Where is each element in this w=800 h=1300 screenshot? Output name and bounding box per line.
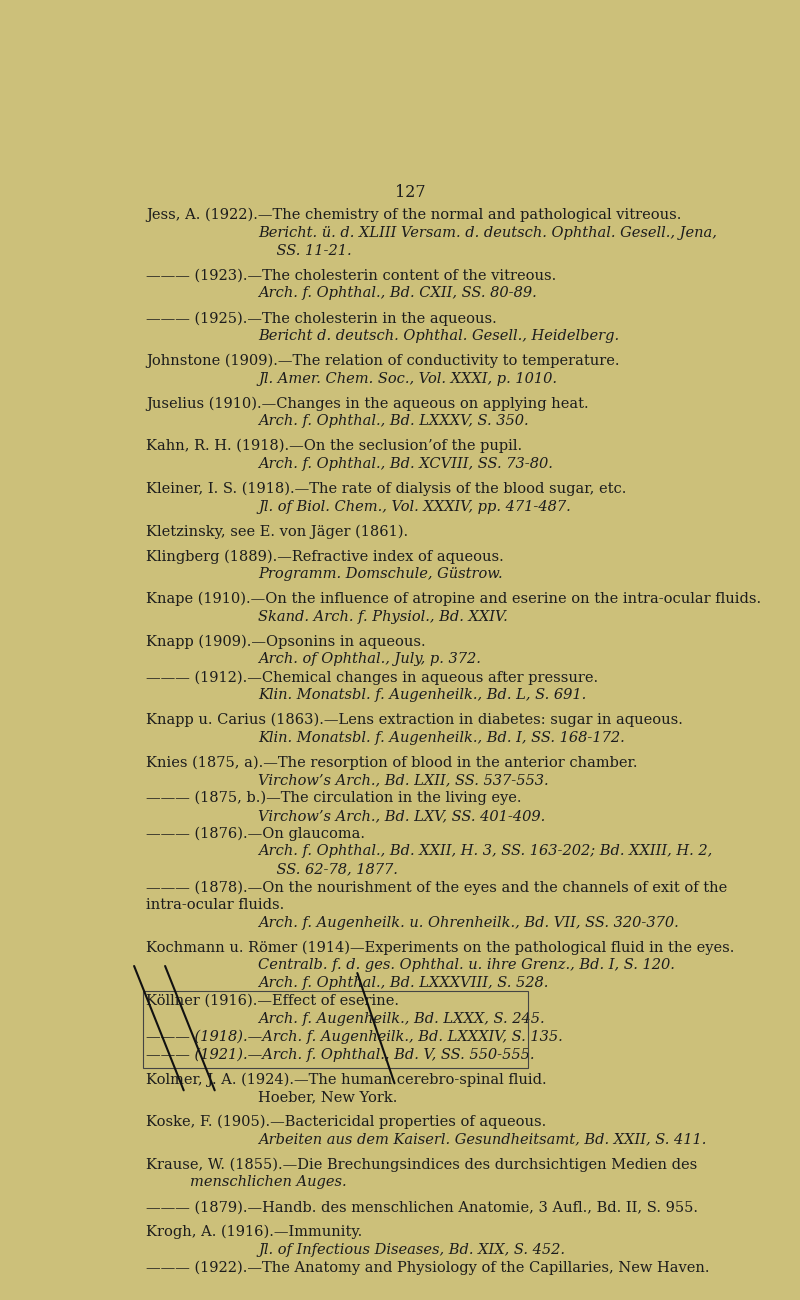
Text: Kochmann u. Römer (1914)—Experiments on the pathological fluid in the eyes.: Kochmann u. Römer (1914)—Experiments on … — [146, 941, 735, 956]
Text: Klin. Monatsbl. f. Augenheilk., Bd. I, SS. 168-172.: Klin. Monatsbl. f. Augenheilk., Bd. I, S… — [258, 731, 625, 745]
Text: Bericht d. deutsch. Ophthal. Gesell., Heidelberg.: Bericht d. deutsch. Ophthal. Gesell., He… — [258, 329, 619, 343]
Text: Knies (1875, a).—The resorption of blood in the anterior chamber.: Knies (1875, a).—The resorption of blood… — [146, 755, 638, 770]
Text: Johnstone (1909).—The relation of conductivity to temperature.: Johnstone (1909).—The relation of conduc… — [146, 354, 620, 368]
Text: Klin. Monatsbl. f. Augenheilk., Bd. L, S. 691.: Klin. Monatsbl. f. Augenheilk., Bd. L, S… — [258, 688, 586, 702]
Text: Virchow’s Arch., Bd. LXV, SS. 401-409.: Virchow’s Arch., Bd. LXV, SS. 401-409. — [258, 809, 546, 823]
Text: Arch. f. Ophthal., Bd. LXXXVIII, S. 528.: Arch. f. Ophthal., Bd. LXXXVIII, S. 528. — [258, 976, 549, 991]
Text: Juselius (1910).—Changes in the aqueous on applying heat.: Juselius (1910).—Changes in the aqueous … — [146, 396, 589, 411]
Text: ——— (1878).—On the nourishment of the eyes and the channels of exit of the: ——— (1878).—On the nourishment of the ey… — [146, 880, 728, 894]
Text: intra-ocular fluids.: intra-ocular fluids. — [146, 898, 285, 911]
Text: SS. 11-21.: SS. 11-21. — [258, 243, 352, 257]
Text: Krogh, A. (1916).—Immunity.: Krogh, A. (1916).—Immunity. — [146, 1225, 362, 1239]
Text: Klingberg (1889).—Refractive index of aqueous.: Klingberg (1889).—Refractive index of aq… — [146, 549, 504, 564]
Text: Hoeber, New York.: Hoeber, New York. — [258, 1091, 398, 1104]
Text: Jl. of Biol. Chem., Vol. XXXIV, pp. 471-487.: Jl. of Biol. Chem., Vol. XXXIV, pp. 471-… — [258, 499, 571, 514]
Text: Arch. f. Ophthal., Bd. CXII, SS. 80-89.: Arch. f. Ophthal., Bd. CXII, SS. 80-89. — [258, 286, 537, 300]
Text: Arch. of Ophthal., July, p. 372.: Arch. of Ophthal., July, p. 372. — [258, 653, 481, 667]
Text: 127: 127 — [394, 185, 426, 202]
Text: ——— (1879).—Handb. des menschlichen Anatomie, 3 Aufl., Bd. II, S. 955.: ——— (1879).—Handb. des menschlichen Anat… — [146, 1200, 698, 1214]
Text: Kahn, R. H. (1918).—On the seclusion’of the pupil.: Kahn, R. H. (1918).—On the seclusion’of … — [146, 439, 522, 454]
Text: Knapp (1909).—Opsonins in aqueous.: Knapp (1909).—Opsonins in aqueous. — [146, 634, 426, 649]
Text: ——— (1876).—On glaucoma.: ——— (1876).—On glaucoma. — [146, 827, 366, 841]
Text: Arch. f. Ophthal., Bd. XXII, H. 3, SS. 163-202; Bd. XXIII, H. 2,: Arch. f. Ophthal., Bd. XXII, H. 3, SS. 1… — [258, 845, 712, 858]
Text: Arch. f. Augenheilk., Bd. LXXX, S. 245.: Arch. f. Augenheilk., Bd. LXXX, S. 245. — [258, 1011, 545, 1026]
Text: Kolmer, J. A. (1924).—The human cerebro-spinal fluid.: Kolmer, J. A. (1924).—The human cerebro-… — [146, 1072, 547, 1087]
Text: ——— (1923).—The cholesterin content of the vitreous.: ——— (1923).—The cholesterin content of t… — [146, 269, 557, 282]
Text: Arch. f. Ophthal., Bd. XCVIII, SS. 73-80.: Arch. f. Ophthal., Bd. XCVIII, SS. 73-80… — [258, 456, 553, 471]
Text: Skand. Arch. f. Physiol., Bd. XXIV.: Skand. Arch. f. Physiol., Bd. XXIV. — [258, 610, 508, 624]
Text: ——— (1918).—Arch. f. Augenheilk., Bd. LXXXIV, S. 135.: ——— (1918).—Arch. f. Augenheilk., Bd. LX… — [146, 1030, 563, 1044]
Text: ——— (1875, b.)—The circulation in the living eye.: ——— (1875, b.)—The circulation in the li… — [146, 790, 522, 806]
Text: Arch. f. Ophthal., Bd. LXXXV, S. 350.: Arch. f. Ophthal., Bd. LXXXV, S. 350. — [258, 415, 529, 428]
Text: Knapp u. Carius (1863).—Lens extraction in diabetes: sugar in aqueous.: Knapp u. Carius (1863).—Lens extraction … — [146, 712, 683, 727]
Text: Programm. Domschule, Güstrow.: Programm. Domschule, Güstrow. — [258, 567, 502, 581]
Text: Jess, A. (1922).—The chemistry of the normal and pathological vitreous.: Jess, A. (1922).—The chemistry of the no… — [146, 208, 682, 222]
Text: Arch. f. Augenheilk. u. Ohrenheilk., Bd. VII, SS. 320-370.: Arch. f. Augenheilk. u. Ohrenheilk., Bd.… — [258, 915, 679, 930]
Text: Jl. Amer. Chem. Soc., Vol. XXXI, p. 1010.: Jl. Amer. Chem. Soc., Vol. XXXI, p. 1010… — [258, 372, 557, 386]
Text: ——— (1922).—The Anatomy and Physiology of the Capillaries, New Haven.: ——— (1922).—The Anatomy and Physiology o… — [146, 1261, 710, 1275]
Text: menschlichen Auges.: menschlichen Auges. — [190, 1175, 346, 1190]
Text: Knape (1910).—On the influence of atropine and eserine on the intra-ocular fluid: Knape (1910).—On the influence of atropi… — [146, 592, 762, 606]
Text: Kletzinsky, see E. von Jäger (1861).: Kletzinsky, see E. von Jäger (1861). — [146, 524, 409, 538]
Text: ——— (1912).—Chemical changes in aqueous after pressure.: ——— (1912).—Chemical changes in aqueous … — [146, 670, 598, 685]
Text: Arbeiten aus dem Kaiserl. Gesundheitsamt, Bd. XXII, S. 411.: Arbeiten aus dem Kaiserl. Gesundheitsamt… — [258, 1132, 706, 1147]
Text: Centralb. f. d. ges. Ophthal. u. ihre Grenz., Bd. I, S. 120.: Centralb. f. d. ges. Ophthal. u. ihre Gr… — [258, 958, 675, 972]
Text: ——— (1921).—Arch. f. Ophthal., Bd. V, SS. 550-555.: ——— (1921).—Arch. f. Ophthal., Bd. V, SS… — [146, 1048, 535, 1062]
Text: Krause, W. (1855).—Die Brechungsindices des durchsichtigen Medien des: Krause, W. (1855).—Die Brechungsindices … — [146, 1157, 698, 1173]
Text: ——— (1925).—The cholesterin in the aqueous.: ——— (1925).—The cholesterin in the aqueo… — [146, 311, 498, 325]
Text: Bericht. ü. d. XLIII Versam. d. deutsch. Ophthal. Gesell., Jena,: Bericht. ü. d. XLIII Versam. d. deutsch.… — [258, 226, 717, 240]
Text: SS. 62-78, 1877.: SS. 62-78, 1877. — [258, 862, 398, 876]
Text: Koske, F. (1905).—Bactericidal properties of aqueous.: Koske, F. (1905).—Bactericidal propertie… — [146, 1115, 546, 1130]
Text: Köllner (1916).—Effect of eserine.: Köllner (1916).—Effect of eserine. — [146, 994, 399, 1008]
Text: Jl. of Infectious Diseases, Bd. XIX, S. 452.: Jl. of Infectious Diseases, Bd. XIX, S. … — [258, 1243, 565, 1257]
Text: Virchow’s Arch., Bd. LXII, SS. 537-553.: Virchow’s Arch., Bd. LXII, SS. 537-553. — [258, 774, 549, 788]
Text: Kleiner, I. S. (1918).—The rate of dialysis of the blood sugar, etc.: Kleiner, I. S. (1918).—The rate of dialy… — [146, 482, 627, 497]
